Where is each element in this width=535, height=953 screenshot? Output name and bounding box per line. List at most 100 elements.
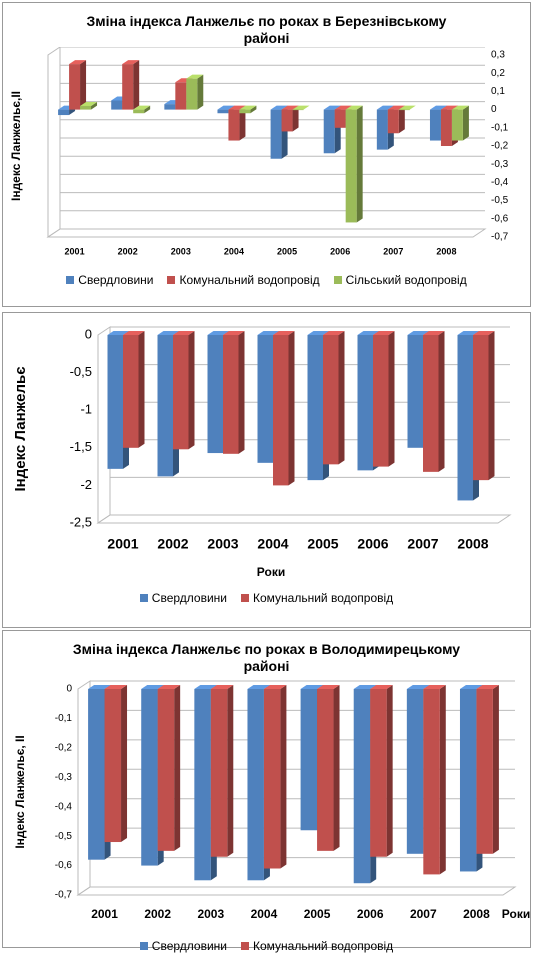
bar-front [373, 335, 389, 467]
y-tick-label: -2 [80, 477, 92, 492]
bar-front [194, 689, 211, 881]
bar-front [111, 100, 123, 110]
bar-front [186, 78, 198, 110]
legend-swatch [167, 276, 176, 284]
bar-top [407, 331, 429, 335]
bar [473, 331, 495, 481]
y-tick-label: -0,6 [491, 213, 509, 224]
bar-front [123, 335, 139, 448]
bar-side [227, 685, 234, 857]
bar-front [217, 109, 229, 114]
legend-label: Сільський водопровід [345, 273, 467, 287]
bar-front [323, 109, 335, 154]
bar-front [376, 109, 388, 150]
legend-label: Свердловини [151, 591, 227, 605]
legend-item: Сільський водопровід [333, 273, 467, 287]
bar [157, 685, 181, 851]
bar-front [223, 335, 239, 454]
y-tick-label: -0,5 [55, 831, 73, 842]
bar-top [429, 105, 447, 110]
x-axis-label: Роки [257, 565, 285, 579]
bar-top [247, 685, 270, 689]
bar-top [88, 685, 111, 689]
x-tick-label: 2008 [463, 907, 490, 921]
x-tick-label: 2002 [118, 246, 138, 256]
y-tick-label: 0 [491, 104, 497, 115]
chart: 0 -0,5 -1 -1,5 -2 -2,5 Індекс Ланжельє Роки 2001… [12, 326, 512, 579]
y-tick-label: -1,5 [70, 439, 92, 454]
x-tick-label: 2007 [407, 536, 438, 552]
bar-front [175, 82, 187, 110]
bar-top [228, 105, 246, 110]
bar-front [173, 335, 189, 450]
legend-item: Свердловини [139, 591, 227, 605]
bar-top [423, 331, 445, 335]
bar-top [323, 331, 345, 335]
y-tick-label: 0 [66, 684, 72, 695]
bar-top [194, 685, 217, 689]
legend-swatch [241, 594, 249, 602]
x-tick-label: 2001 [91, 907, 118, 921]
bar-top [173, 331, 195, 335]
bar [263, 685, 287, 869]
bar-top [300, 685, 324, 689]
bar-side [388, 331, 395, 467]
bar-top [186, 74, 204, 79]
bar-side [239, 105, 246, 141]
bar [387, 105, 405, 134]
bar-front [370, 689, 387, 857]
bar-top [270, 105, 288, 110]
bar [423, 685, 446, 875]
x-tick-label: 2005 [277, 246, 297, 256]
bar [476, 685, 499, 854]
legend-label: Комунальний водопровід [253, 939, 394, 953]
bar-top [207, 331, 229, 335]
bar-front [406, 689, 424, 854]
bar-side [197, 74, 204, 110]
bar-front [157, 335, 173, 477]
x-tick-label: 2002 [144, 907, 171, 921]
bar-top [157, 685, 181, 689]
bar-top [317, 685, 340, 689]
bar-side [439, 685, 446, 875]
bar [210, 685, 234, 857]
legend-swatch [139, 942, 148, 950]
y-tick-label: 0,1 [491, 86, 505, 97]
x-tick-label: 2004 [257, 536, 288, 552]
bar-front [423, 689, 440, 875]
y-tick-label: -0,5 [491, 195, 509, 206]
legend-label: Свердловини [151, 939, 227, 953]
bar-top [133, 105, 151, 110]
chart-title: Зміна індекса Ланжельє по роках в Березн… [86, 13, 447, 46]
bar-front [122, 64, 134, 110]
bar-front [353, 689, 371, 884]
x-tick-label: 2005 [304, 907, 331, 921]
bar-front [387, 109, 399, 134]
x-axis-label: Роки [502, 907, 530, 921]
bar [122, 60, 140, 110]
y-tick-label: 0,2 [491, 68, 505, 79]
bar [323, 331, 345, 465]
bar [104, 685, 128, 843]
legend-swatch [333, 276, 342, 284]
y-tick-label: -0,2 [55, 742, 73, 753]
bar-top [239, 105, 257, 110]
bar-top [345, 105, 363, 110]
floor [46, 228, 487, 238]
x-tick-label: 2007 [383, 246, 403, 256]
bar-side [138, 331, 145, 448]
bar-side [133, 60, 140, 110]
legend-item: Свердловини [66, 273, 153, 287]
bar-top [273, 331, 295, 335]
bar-top [210, 685, 234, 689]
bar-top [307, 331, 329, 335]
legend: Свердловини Комунальний водопровід [3, 591, 530, 605]
y-tick-label: -0,3 [55, 772, 73, 783]
bar-top [459, 685, 483, 689]
y-tick-label: -0,4 [491, 177, 509, 188]
bar-front [451, 109, 463, 141]
y-axis-label: Індекс Ланжельє,II [9, 91, 23, 201]
bar-top [263, 685, 287, 689]
x-tick-label: 2006 [330, 246, 350, 256]
